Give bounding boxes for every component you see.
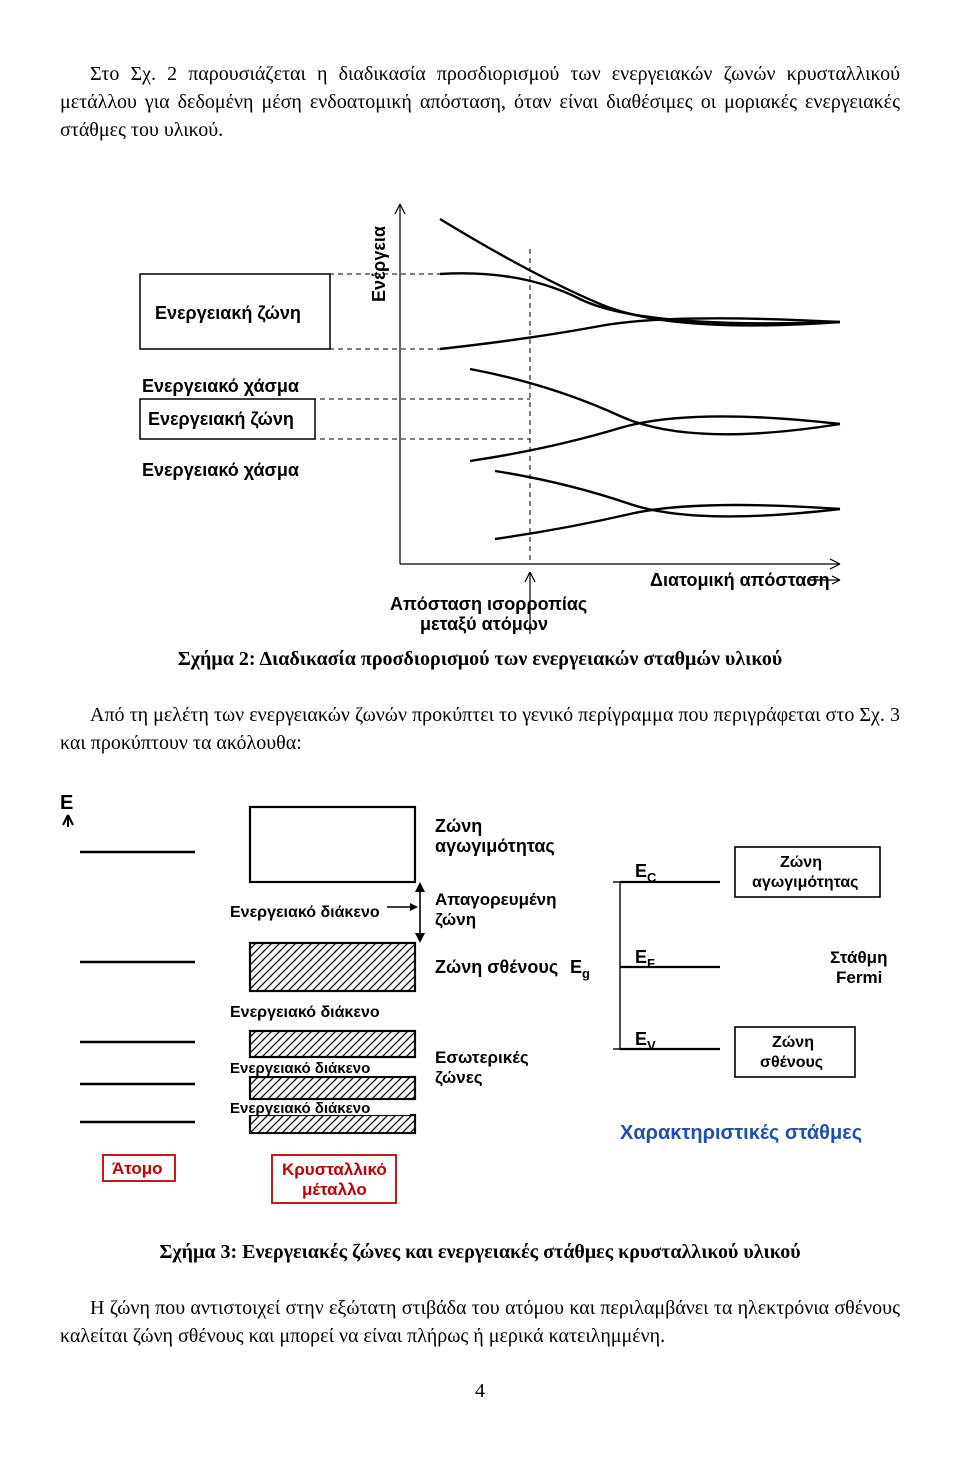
paragraph-3: Η ζώνη που αντιστοιχεί στην εξώτατη στιβ… bbox=[60, 1294, 900, 1350]
valence-label: Ζώνη σθένους bbox=[435, 957, 558, 977]
inner-1: Εσωτερικές bbox=[435, 1048, 529, 1067]
char-levels: Χαρακτηριστικές στάθμες bbox=[620, 1122, 862, 1144]
x-axis-label: Διατομική απόσταση bbox=[650, 570, 830, 590]
page-number: 4 bbox=[60, 1380, 900, 1403]
fermi-1: Στάθμη bbox=[830, 948, 887, 967]
eq-distance-2: μεταξύ ατόμων bbox=[420, 614, 548, 634]
figure-3-caption: Σχήμα 3: Ενεργειακές ζώνες και ενεργειακ… bbox=[60, 1241, 900, 1264]
right-cond-2: αγωγιμότητας bbox=[752, 874, 858, 891]
e-axis: E bbox=[60, 792, 73, 814]
figure-3: E Άτομο bbox=[60, 787, 900, 1264]
gap-label-2: Ενεργειακό χάσμα bbox=[142, 460, 299, 480]
gap-label-1: Ενεργειακό χάσμα bbox=[142, 376, 299, 396]
cond-band-2: αγωγιμότητας bbox=[435, 836, 555, 856]
fermi-2: Fermi bbox=[836, 968, 882, 987]
eq-distance-1: Απόσταση ισορροπίας bbox=[390, 594, 587, 614]
eg: Eg bbox=[570, 957, 590, 981]
gap-label-d: Ενεργειακό διάκενο bbox=[230, 1100, 370, 1117]
paragraph-1: Στο Σχ. 2 παρουσιάζεται η διαδικασία προ… bbox=[60, 60, 900, 144]
gap-label: Ενεργειακό διάκενο bbox=[230, 904, 380, 921]
cond-band-1: Ζώνη bbox=[435, 816, 482, 836]
crystal-2: μέταλλο bbox=[302, 1180, 367, 1199]
figure-2-caption: Σχήμα 2: Διαδικασία προσδιορισμού των εν… bbox=[60, 648, 900, 671]
forbidden-2: ζώνη bbox=[435, 910, 476, 929]
energy-axis-label: Ενέργεια bbox=[369, 226, 389, 302]
crystal-1: Κρυσταλλικό bbox=[282, 1160, 387, 1179]
right-val-2: σθένους bbox=[760, 1054, 823, 1071]
atom-label: Άτομο bbox=[112, 1159, 163, 1178]
paragraph-2: Από τη μελέτη των ενεργειακών ζωνών προκ… bbox=[60, 701, 900, 757]
gap-label-c: Ενεργειακό διάκενο bbox=[230, 1060, 370, 1077]
band-label-1: Ενεργειακή ζώνη bbox=[155, 303, 301, 324]
right-val-1: Ζώνη bbox=[772, 1034, 814, 1051]
figure-2: Ενέργεια Ενεργειακή ζώνη bbox=[60, 174, 900, 671]
band-label-2: Ενεργειακή ζώνη bbox=[148, 409, 294, 430]
forbidden-1: Απαγορευμένη bbox=[435, 890, 557, 909]
right-cond-1: Ζώνη bbox=[780, 854, 822, 871]
gap-label-b: Ενεργειακό διάκενο bbox=[230, 1004, 380, 1021]
inner-2: ζώνες bbox=[435, 1068, 483, 1087]
